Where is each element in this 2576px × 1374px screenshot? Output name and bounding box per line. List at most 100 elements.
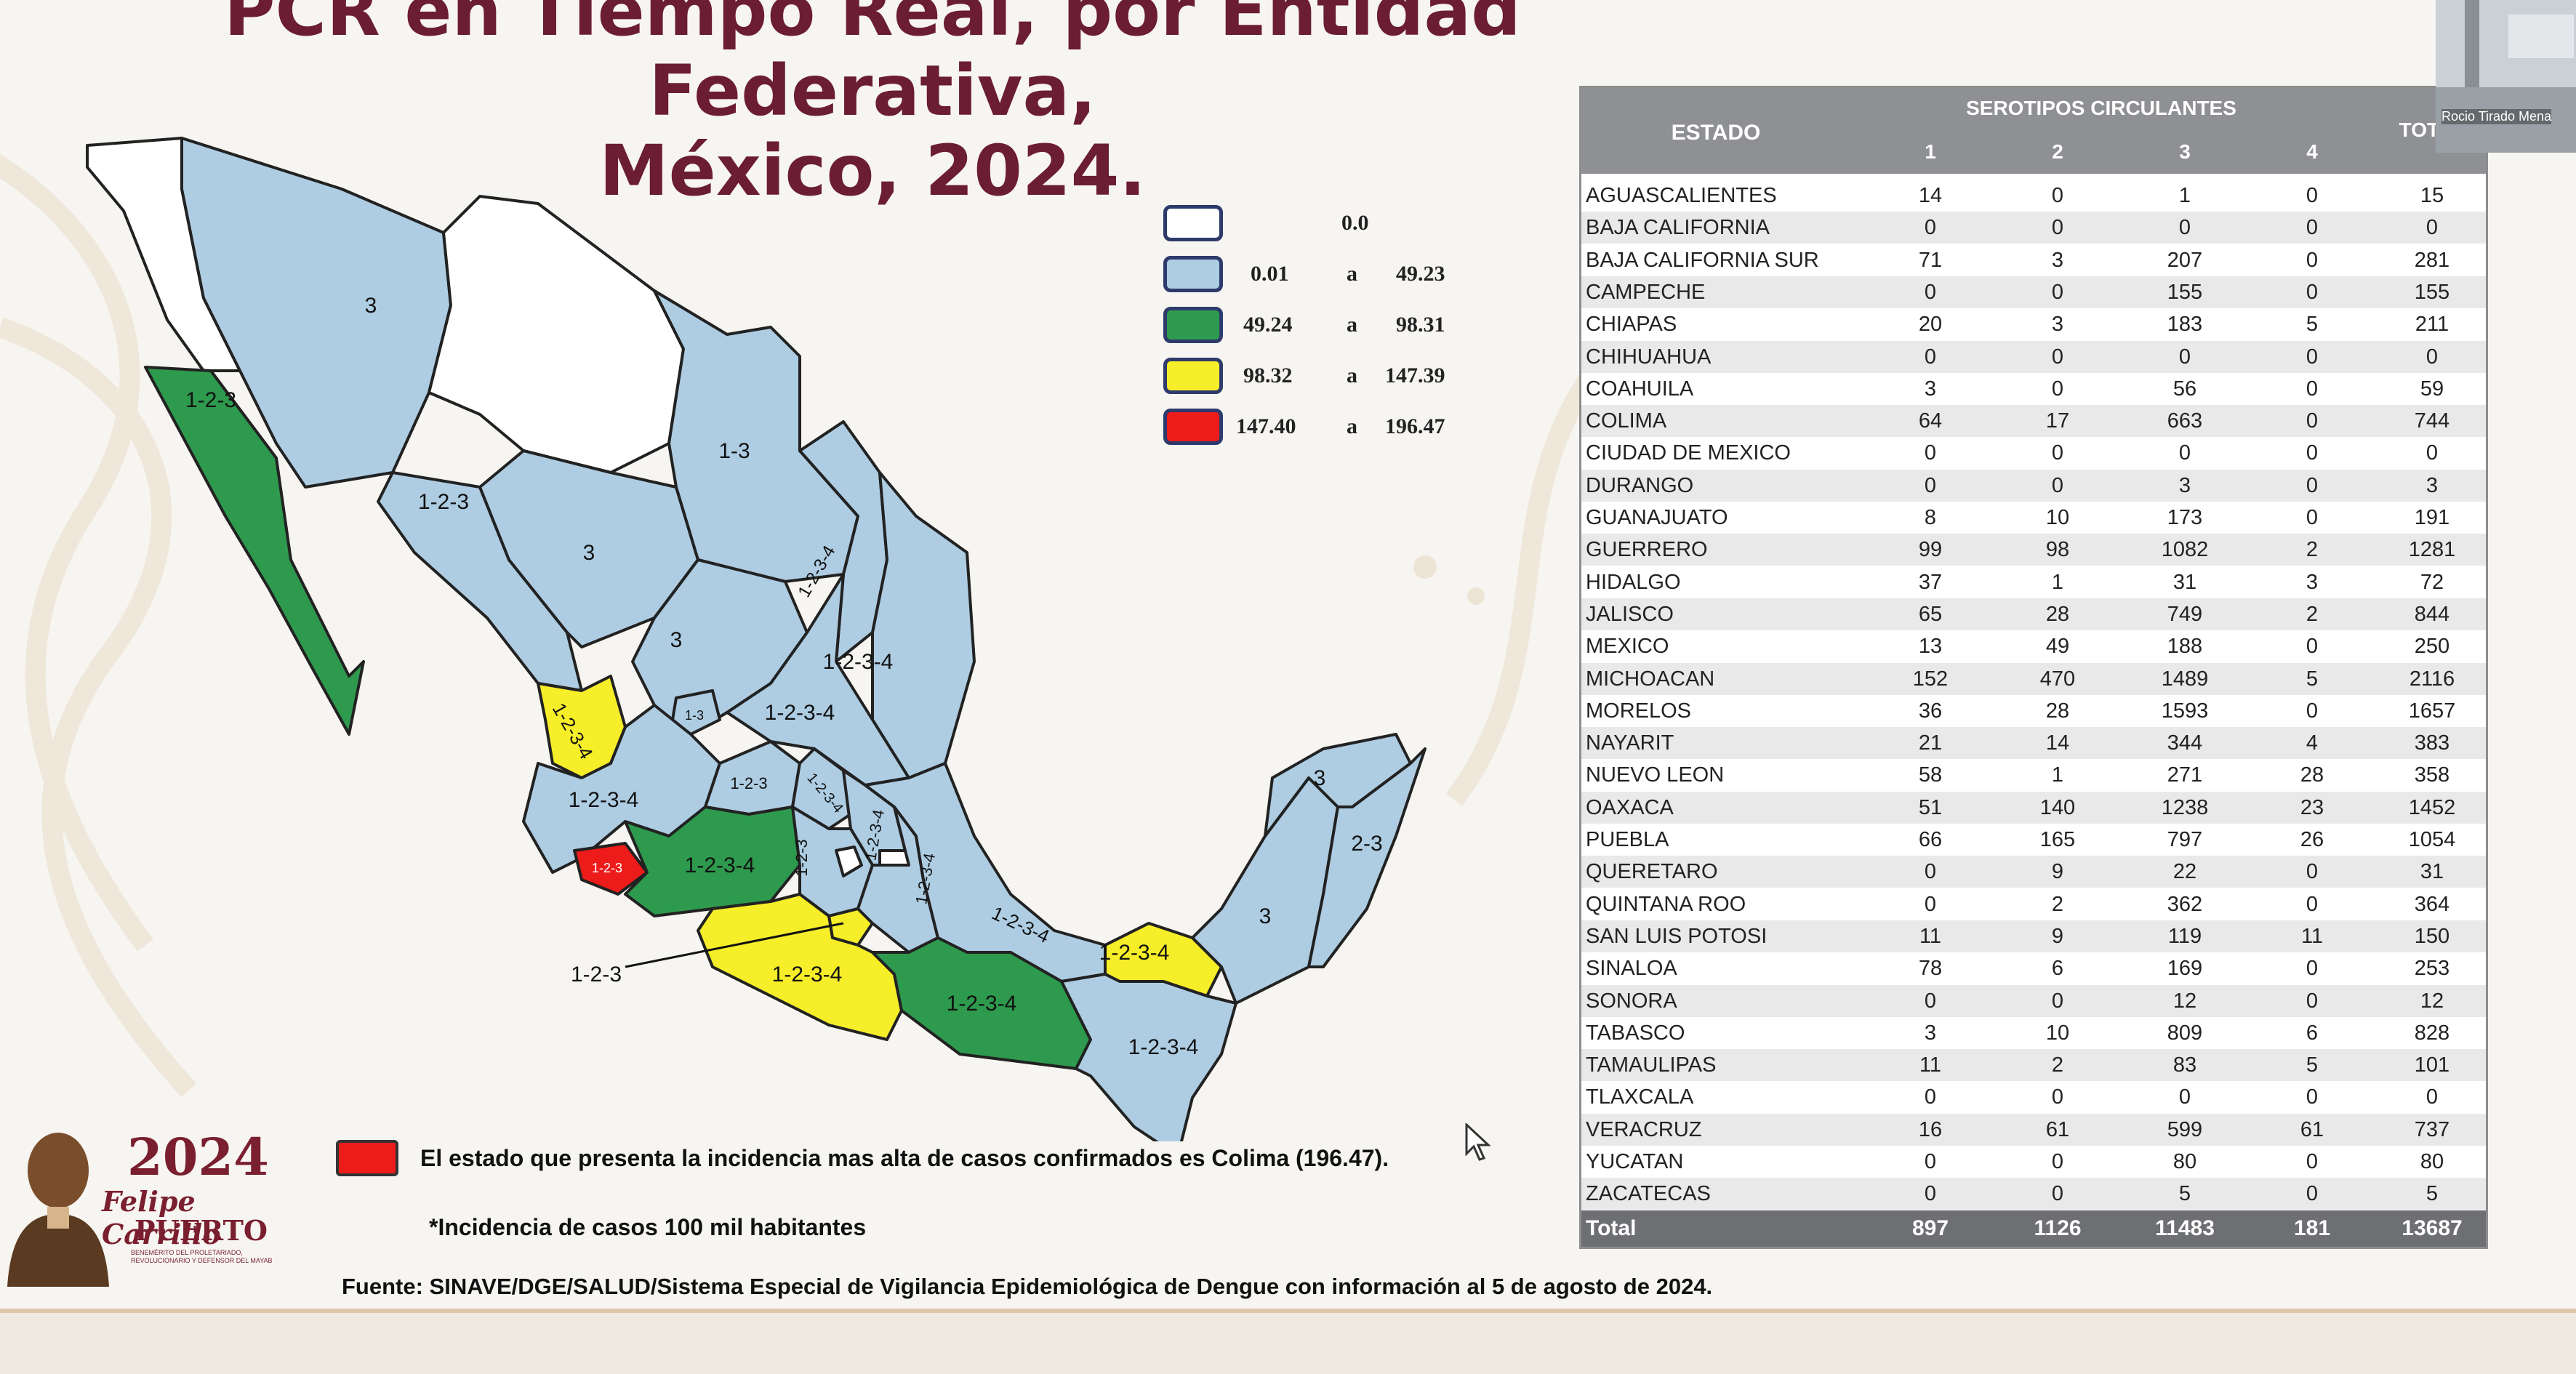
- table-row: NAYARIT 21 14 344 4 383: [1581, 727, 2486, 760]
- state-quintana-roo: [1307, 747, 1427, 968]
- cell-s3: 83: [2172, 1053, 2197, 1077]
- cell-s1: 36: [1918, 699, 1943, 723]
- cell-total: 253: [2414, 957, 2450, 981]
- cell-s3: 22: [2172, 860, 2197, 884]
- label-guanajuato: 1-2-3: [730, 774, 767, 792]
- cell-estado: GUERRERO: [1586, 538, 1708, 562]
- cell-estado: SINALOA: [1586, 957, 1677, 981]
- label-morelos-callout: 1-2-3: [571, 963, 622, 987]
- cell-estado: COLIMA: [1586, 409, 1667, 433]
- cell-total: 1054: [2408, 828, 2456, 851]
- cell-total: 3: [2425, 473, 2439, 497]
- cell-s4: 0: [2306, 248, 2319, 272]
- cell-s3: 599: [2167, 1117, 2203, 1141]
- header-serotypes: SEROTIPOS CIRCULANTES: [1966, 97, 2236, 119]
- table-row: SONORA 0 0 12 0 12: [1581, 984, 2486, 1017]
- cell-s2: 2: [2051, 892, 2064, 916]
- cell-s3: 119: [2167, 924, 2202, 948]
- cell-estado: HIDALGO: [1586, 570, 1681, 594]
- cell-estado: GUANAJUATO: [1586, 506, 1728, 529]
- cell-s1: 21: [1918, 731, 1943, 755]
- table-row: ZACATECAS 0 0 5 0 5: [1581, 1178, 2486, 1210]
- cell-s1: 0: [1924, 441, 1937, 465]
- cell-s4: 61: [2300, 1117, 2324, 1141]
- label-sonora: 3: [365, 294, 377, 318]
- cell-total: 2116: [2409, 667, 2455, 691]
- cell-total: 211: [2415, 313, 2449, 337]
- cell-estado: SONORA: [1586, 989, 1677, 1013]
- source-note: Fuente: SINAVE/DGE/SALUD/Sistema Especia…: [342, 1274, 1713, 1299]
- cell-total: 1657: [2408, 699, 2456, 723]
- cell-s2: 0: [2051, 441, 2064, 465]
- cell-s2: 28: [2045, 602, 2070, 626]
- cell-s4: 0: [2306, 216, 2319, 240]
- cell-s4: 3: [2306, 570, 2319, 594]
- cell-s1: 0: [1924, 989, 1937, 1013]
- cell-s2: 98: [2045, 538, 2070, 562]
- legend-to: 147.39: [1385, 363, 1445, 387]
- webcam-thumbnail[interactable]: Rocio Tirado Mena: [2436, 0, 2576, 153]
- total-s1: 897: [1911, 1216, 1949, 1240]
- table-row: TAMAULIPAS 11 2 83 5 101: [1581, 1049, 2486, 1082]
- cell-s3: 31: [2172, 570, 2197, 594]
- cell-estado: AGUASCALIENTES: [1586, 184, 1777, 207]
- cell-s4: 0: [2306, 957, 2319, 981]
- cell-s1: 11: [1919, 924, 1942, 948]
- state-colima: [573, 842, 649, 896]
- cell-s3: 56: [2172, 377, 2197, 401]
- legend-to: 196.47: [1385, 414, 1445, 438]
- cell-s3: 749: [2167, 602, 2203, 626]
- cell-estado: MEXICO: [1586, 635, 1669, 659]
- callout-line: [625, 922, 844, 968]
- highlight-swatch: [336, 1140, 398, 1176]
- cell-total: 844: [2414, 602, 2450, 626]
- cell-total: 737: [2414, 1117, 2450, 1141]
- label-jalisco: 1-2-3-4: [569, 788, 639, 812]
- cell-estado: JALISCO: [1586, 602, 1674, 626]
- cell-s3: 3: [2178, 473, 2191, 497]
- table-row: CHIAPAS 20 3 183 5 211: [1581, 308, 2486, 340]
- cell-s3: 0: [2178, 345, 2191, 369]
- table-row: DURANGO 0 0 3 0 3: [1581, 469, 2486, 502]
- cell-s3: 5: [2178, 1182, 2191, 1206]
- cell-s2: 17: [2045, 409, 2070, 433]
- cell-estado: YUCATAN: [1586, 1150, 1684, 1173]
- legend-from: 98.32: [1243, 363, 1293, 387]
- label-colima: 1-2-3: [592, 861, 622, 875]
- table-row: COLIMA 64 17 663 0 744: [1581, 405, 2486, 438]
- state-tamaulipas: [871, 471, 976, 779]
- table-row: GUERRERO 99 98 1082 2 1281: [1581, 534, 2486, 566]
- label-chiapas: 1-2-3-4: [1128, 1035, 1199, 1059]
- table-row: TLAXCALA 0 0 0 0 0: [1581, 1081, 2486, 1113]
- slide-title: PCR en Tiempo Real, por Entidad Federati…: [87, 0, 1658, 211]
- cell-total: 383: [2414, 731, 2450, 755]
- cell-estado: ZACATECAS: [1586, 1182, 1711, 1206]
- cell-s1: 0: [1924, 1150, 1937, 1173]
- cell-total: 101: [2414, 1053, 2450, 1077]
- cell-total: 0: [2425, 345, 2439, 369]
- legend-to: 98.31: [1396, 313, 1445, 337]
- state-ciudad-de-mexico: [835, 845, 863, 877]
- cell-s4: 5: [2306, 313, 2319, 337]
- cell-estado: COAHUILA: [1586, 377, 1694, 401]
- label-bcs: 1-2-3: [185, 388, 236, 412]
- legend-sep: a: [1347, 414, 1357, 438]
- legend-row: 147.40 a 196.47: [1156, 400, 1476, 451]
- state-michoacan: [624, 805, 801, 917]
- legend-sep: a: [1347, 262, 1357, 286]
- cell-s4: 5: [2306, 1053, 2319, 1077]
- cell-estado: MICHOACAN: [1586, 667, 1715, 691]
- header-col-1: 1: [1925, 140, 1936, 163]
- cell-s1: 0: [1924, 1182, 1937, 1206]
- table-row: CIUDAD DE MEXICO 0 0 0 0 0: [1581, 437, 2486, 469]
- cell-s2: 0: [2051, 184, 2064, 207]
- cell-s3: 169: [2167, 957, 2203, 981]
- cell-s1: 0: [1924, 1085, 1937, 1109]
- cell-s2: 9: [2051, 860, 2064, 884]
- map-legend: 0.0 0.01 a 49.23 49.24 a 98.31 98.32 a 1…: [1156, 196, 1476, 451]
- total-s4: 181: [2293, 1216, 2331, 1240]
- serotypes-table: ESTADO SEROTIPOS CIRCULANTES TOTAL 1 2 3…: [1579, 86, 2488, 1249]
- cell-s2: 2: [2051, 1053, 2064, 1077]
- table-row: COAHUILA 3 0 56 0 59: [1581, 373, 2486, 405]
- label-durango: 3: [583, 541, 595, 565]
